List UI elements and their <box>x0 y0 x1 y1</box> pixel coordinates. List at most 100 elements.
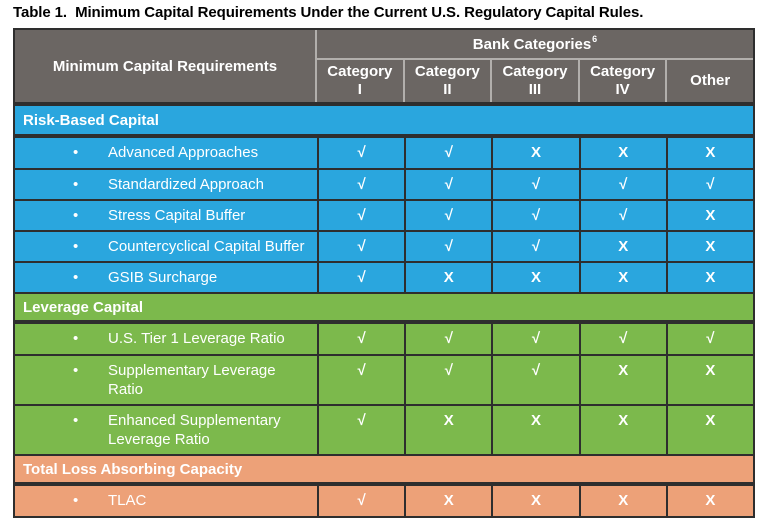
check-icon: √ <box>531 238 541 255</box>
row-label-text: Countercyclical Capital Buffer <box>108 238 305 255</box>
bullet-icon: • <box>73 330 79 347</box>
row-label-text: TLAC <box>108 492 147 509</box>
cross-icon: X <box>531 412 542 429</box>
value-cell: √ <box>317 263 404 292</box>
value-cell: √ <box>665 170 753 199</box>
value-cell: √ <box>578 324 666 354</box>
value-cell: X <box>578 232 666 261</box>
check-icon: √ <box>444 207 453 224</box>
check-icon: √ <box>706 176 715 193</box>
value-cell: X <box>578 263 666 292</box>
value-cell: √ <box>578 170 666 199</box>
cross-icon: X <box>531 144 542 161</box>
value-cell: X <box>404 486 491 516</box>
value-cell: X <box>578 486 666 516</box>
value-cell: X <box>578 406 666 454</box>
check-icon: √ <box>444 176 453 193</box>
check-icon: √ <box>357 492 366 509</box>
value-cell: X <box>665 201 753 230</box>
bullet-icon: • <box>73 492 79 509</box>
check-icon: √ <box>531 207 541 224</box>
check-icon: √ <box>619 207 628 224</box>
value-cell: X <box>491 138 578 168</box>
bullet-icon: • <box>73 238 79 255</box>
cross-icon: X <box>443 269 454 286</box>
value-cell: √ <box>404 356 491 404</box>
cross-icon: X <box>618 144 629 161</box>
value-cell: √ <box>317 486 404 516</box>
cross-icon: X <box>531 492 542 509</box>
check-icon: √ <box>706 330 715 347</box>
data-row: • Advanced Approaches √ √ X X X <box>15 138 753 168</box>
column-header-category-iii: Category III <box>492 60 580 102</box>
section-header: Risk-Based Capital <box>15 106 753 134</box>
check-icon: √ <box>619 176 628 193</box>
value-cell: X <box>665 486 753 516</box>
check-icon: √ <box>444 238 453 255</box>
data-row: • TLAC √ X X X X <box>15 486 753 516</box>
row-label-text: GSIB Surcharge <box>108 269 218 286</box>
check-icon: √ <box>357 330 366 347</box>
value-cell: X <box>665 263 753 292</box>
check-icon: √ <box>357 269 366 286</box>
category-header-row: Category I Category II Category III Category IV… <box>317 60 753 102</box>
value-cell: √ <box>404 170 491 199</box>
row-label: • GSIB Surcharge <box>15 263 317 292</box>
bullet-icon: • <box>73 207 79 224</box>
check-icon: √ <box>444 330 453 347</box>
section-gap <box>15 320 753 324</box>
cross-icon: X <box>705 269 716 286</box>
column-header-category-ii: Category II <box>405 60 493 102</box>
value-cell: X <box>404 406 491 454</box>
check-icon: √ <box>357 362 366 379</box>
data-row: • GSIB Surcharge √ X X X X <box>15 261 753 292</box>
value-cell: X <box>491 486 578 516</box>
row-label: • Countercyclical Capital Buffer <box>15 232 317 261</box>
value-cell: √ <box>665 324 753 354</box>
table-body: Risk-Based Capital • Advanced Approaches √ √… <box>15 106 753 516</box>
cross-icon: X <box>443 492 454 509</box>
header-bank-categories: Bank Categories 6 <box>317 30 753 60</box>
cross-icon: X <box>618 238 629 255</box>
row-label-text: Enhanced Supplementary Leverage Ratio <box>108 412 281 448</box>
value-cell: √ <box>317 138 404 168</box>
check-icon: √ <box>357 176 366 193</box>
value-cell: √ <box>317 406 404 454</box>
cross-icon: X <box>705 238 716 255</box>
value-cell: √ <box>404 232 491 261</box>
value-cell: √ <box>578 201 666 230</box>
row-label: • U.S. Tier 1 Leverage Ratio <box>15 324 317 354</box>
cross-icon: X <box>705 362 716 379</box>
row-label: • TLAC <box>15 486 317 516</box>
value-cell: X <box>665 138 753 168</box>
value-cell: √ <box>404 201 491 230</box>
value-cell: X <box>578 138 666 168</box>
header-minimum-capital-requirements: Minimum Capital Requirements <box>15 30 317 102</box>
data-row: • Enhanced Supplementary Leverage Ratio √ X… <box>15 404 753 454</box>
value-cell: X <box>491 263 578 292</box>
check-icon: √ <box>444 362 453 379</box>
bank-categories-label: Bank Categories <box>472 35 592 53</box>
value-cell: X <box>491 406 578 454</box>
value-cell: X <box>665 356 753 404</box>
check-icon: √ <box>357 412 366 429</box>
cross-icon: X <box>705 144 716 161</box>
check-icon: √ <box>357 207 366 224</box>
value-cell: √ <box>491 201 578 230</box>
row-label: • Supplementary Leverage Ratio <box>15 356 317 404</box>
bullet-icon: • <box>73 412 79 429</box>
cross-icon: X <box>705 492 716 509</box>
data-row: • Standardized Approach √ √ √ √ √ <box>15 168 753 199</box>
column-header-category-i: Category I <box>317 60 405 102</box>
value-cell: √ <box>317 170 404 199</box>
check-icon: √ <box>444 144 453 161</box>
cross-icon: X <box>705 412 716 429</box>
value-cell: √ <box>491 356 578 404</box>
section-header: Leverage Capital <box>15 292 753 320</box>
row-label-text: Standardized Approach <box>108 176 264 193</box>
check-icon: √ <box>619 330 628 347</box>
bullet-icon: • <box>73 269 79 286</box>
cross-icon: X <box>443 412 454 429</box>
table-title: Table 1. Minimum Capital Requirements Un… <box>13 4 644 21</box>
